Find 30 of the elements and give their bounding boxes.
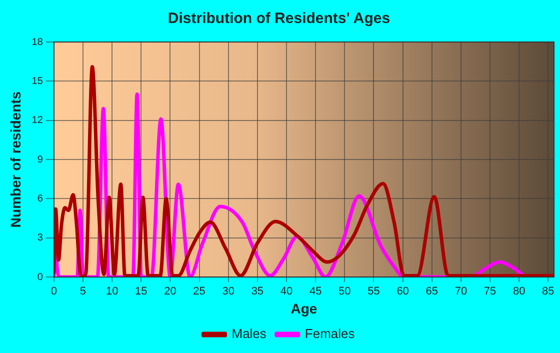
x-tick-label: 5 (80, 286, 86, 298)
x-tick-label: 45 (309, 286, 322, 298)
x-tick-label: 60 (396, 286, 409, 298)
y-tick-label: 12 (32, 115, 44, 126)
x-tick-label: 30 (222, 286, 234, 298)
x-axis-title: Age (290, 300, 318, 316)
x-tick-label: 35 (251, 286, 264, 298)
chart-title: Distribution of Residents' Ages (168, 10, 390, 28)
y-tick-label: 9 (37, 154, 44, 166)
legend-label: Females (304, 326, 356, 342)
y-tick-label: 18 (32, 36, 44, 48)
x-tick-label: 0 (50, 286, 57, 298)
x-tick-label: 75 (484, 286, 496, 298)
x-tick-label: 40 (280, 286, 293, 298)
x-tick-label: 55 (368, 286, 380, 298)
y-tick-label: 3 (37, 232, 44, 244)
x-tick-label: 70 (454, 286, 468, 298)
x-tick-label: 10 (106, 286, 118, 298)
x-tick-label: 85 (542, 286, 554, 298)
x-tick-label: 25 (193, 286, 206, 298)
y-tick-label: 0 (37, 272, 44, 283)
legend-label: Males (232, 326, 267, 342)
x-tick-label: 15 (135, 286, 148, 298)
x-tick-label: 65 (426, 286, 438, 298)
x-tick-label: 50 (338, 286, 351, 298)
x-tick-label: 20 (164, 286, 176, 298)
y-axis-title: Number of residents (7, 91, 24, 228)
y-tick-label: 6 (37, 193, 44, 204)
x-tick-label: 80 (512, 286, 526, 298)
y-tick-label: 15 (32, 76, 44, 87)
